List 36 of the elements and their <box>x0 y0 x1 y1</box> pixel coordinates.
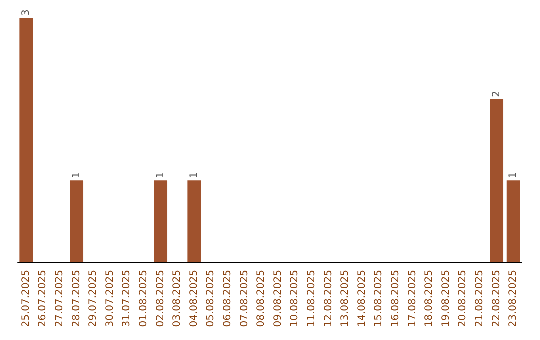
x-tick-label: 22.08.2025 <box>491 270 502 328</box>
x-tick-label: 13.08.2025 <box>340 270 352 328</box>
x-tick-label: 02.08.2025 <box>155 270 166 328</box>
x-tick-label: 16.08.2025 <box>390 270 402 328</box>
x-tick-label: 21.08.2025 <box>474 270 486 328</box>
x-tick-label: 23.08.2025 <box>508 270 520 328</box>
x-tick-label: 19.08.2025 <box>440 270 452 328</box>
x-tick-label: 15.08.2025 <box>374 270 385 328</box>
x-tick-label: 28.07.2025 <box>71 270 82 328</box>
x-tick-label: 07.08.2025 <box>239 270 250 328</box>
x-tick-label: 10.08.2025 <box>290 270 301 328</box>
x-tick-label: 04.08.2025 <box>188 270 200 328</box>
x-tick-label: 01.08.2025 <box>138 270 150 328</box>
x-tick-label: 17.08.2025 <box>407 270 418 328</box>
x-tick-label: 08.08.2025 <box>256 270 268 328</box>
x-tick-label: 25.07.2025 <box>20 270 32 328</box>
data-label: 1 <box>71 172 82 179</box>
x-tick-label: 20.08.2025 <box>458 270 469 328</box>
x-tick-label: 27.07.2025 <box>54 270 66 328</box>
data-label: 1 <box>155 172 166 179</box>
x-tick-label: 06.08.2025 <box>222 270 234 328</box>
x-tick-label: 11.08.2025 <box>306 270 318 328</box>
data-label: 1 <box>188 172 200 179</box>
x-tick-label: 31.07.2025 <box>122 270 133 328</box>
x-tick-label: 18.08.2025 <box>424 270 436 328</box>
x-tick-label: 12.08.2025 <box>323 270 334 328</box>
x-tick-label: 14.08.2025 <box>356 270 368 328</box>
x-tick-label: 29.07.2025 <box>88 270 100 328</box>
x-tick-label: 03.08.2025 <box>172 270 184 328</box>
x-tick-label: 09.08.2025 <box>272 270 284 328</box>
data-label: 1 <box>508 172 520 179</box>
x-tick-label: 05.08.2025 <box>206 270 217 328</box>
x-tick-label: 30.07.2025 <box>104 270 116 328</box>
data-label: 2 <box>491 90 502 98</box>
x-tick-label: 26.07.2025 <box>38 270 49 328</box>
data-label: 3 <box>20 10 32 16</box>
